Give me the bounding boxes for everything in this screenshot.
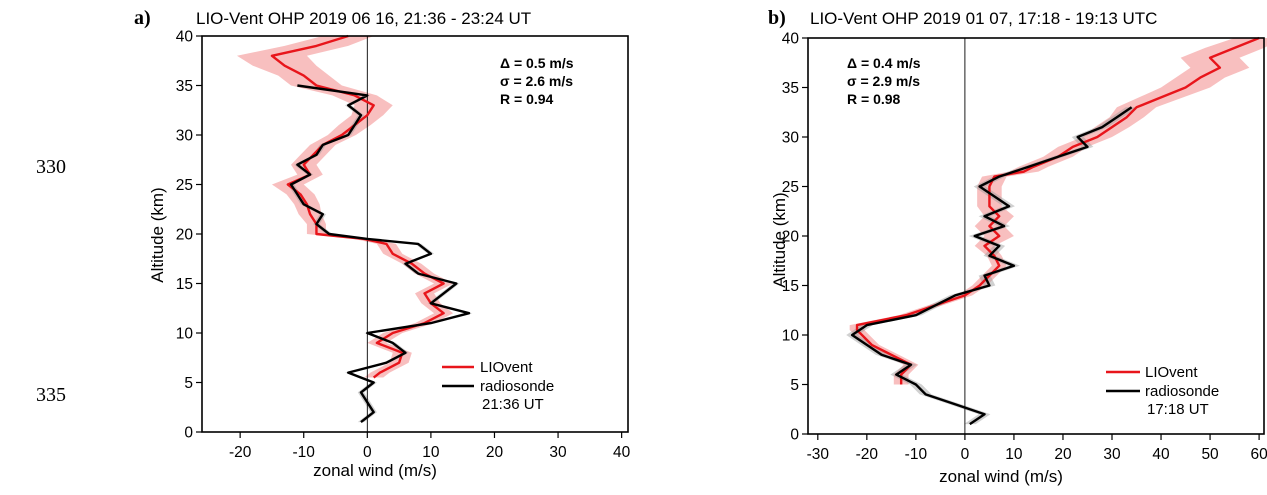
line-number-330: 330 bbox=[36, 156, 66, 178]
panel-a-legend-time: 21:36 UT bbox=[482, 396, 544, 413]
panel-b-title: LIO-Vent OHP 2019 01 07, 17:18 - 19:13 U… bbox=[810, 9, 1157, 28]
panel-a-y-tick-label: 0 bbox=[184, 425, 193, 442]
panel-b-y-tick-label: 20 bbox=[782, 229, 800, 246]
panel-a-legend: LIOvent radiosonde 21:36 UT bbox=[442, 359, 554, 413]
panel-b-legend-time: 17:18 UT bbox=[1147, 401, 1209, 418]
panel-a-y-tick-label: 25 bbox=[176, 177, 193, 194]
panel-b-y-tick-label: 35 bbox=[782, 80, 799, 97]
panel-b-stat-r: R = 0.98 bbox=[847, 91, 901, 107]
panel-b-legend-radiosonde: radiosonde bbox=[1145, 383, 1219, 400]
panel-b-y-tick-label: 10 bbox=[782, 328, 800, 345]
panel-a-legend-liovent: LIOvent bbox=[480, 359, 533, 376]
panel-a-x-tick-label: 40 bbox=[613, 444, 631, 461]
panel-b-x-tick-label: 20 bbox=[1054, 446, 1072, 463]
panel-b-x-tick-label: -10 bbox=[905, 446, 928, 463]
panel-b-x-tick-label: 30 bbox=[1103, 446, 1121, 463]
panel-b-label: b) bbox=[768, 7, 786, 29]
panel-a-x-tick-label: 20 bbox=[486, 444, 504, 461]
panel-b-x-tick-label: 60 bbox=[1250, 446, 1267, 463]
panel-b-y-tick-label: 25 bbox=[782, 179, 799, 196]
panel-a-y-axis-label: Altitude (km) bbox=[148, 187, 167, 282]
panel-b-x-tick-label: -30 bbox=[807, 446, 830, 463]
panel-a-x-tick-label: 30 bbox=[549, 444, 567, 461]
panel-b-y-axis-label: Altitude (km) bbox=[770, 192, 789, 287]
panel-a-x-ticks: -20 -10 0 10 20 30 40 bbox=[229, 432, 631, 461]
panel-b-series-lines bbox=[850, 36, 1260, 426]
panel-b-stat-sigma: σ = 2.9 m/s bbox=[847, 73, 920, 89]
panel-a-y-tick-label: 10 bbox=[176, 326, 194, 343]
panel-b-y-tick-label: 5 bbox=[790, 377, 799, 394]
panel-a: a) LIO-Vent OHP 2019 06 16, 21:36 - 23:2… bbox=[134, 7, 631, 480]
panel-a-x-axis-label: zonal wind (m/s) bbox=[313, 461, 437, 480]
panel-b-x-axis-label: zonal wind (m/s) bbox=[939, 467, 1063, 486]
panel-a-y-tick-label: 35 bbox=[176, 78, 193, 95]
panel-b-y-tick-label: 40 bbox=[782, 31, 800, 48]
panel-b-x-tick-label: 40 bbox=[1152, 446, 1170, 463]
panel-b: b) LIO-Vent OHP 2019 01 07, 17:18 - 19:1… bbox=[768, 7, 1267, 486]
panel-b-x-tick-label: 10 bbox=[1005, 446, 1023, 463]
panel-a-y-ticks: 0 5 10 15 20 25 30 35 40 bbox=[176, 29, 202, 442]
panel-a-radiosonde-line bbox=[289, 84, 471, 424]
panel-a-x-tick-label: -10 bbox=[293, 444, 316, 461]
panel-b-legend-liovent: LIOvent bbox=[1145, 364, 1198, 381]
panel-a-plot-frame bbox=[201, 35, 629, 433]
panel-b-y-tick-label: 15 bbox=[782, 278, 799, 295]
panel-a-stat-delta: Δ = 0.5 m/s bbox=[500, 55, 574, 71]
panel-b-y-tick-label: 0 bbox=[790, 427, 799, 444]
panel-a-x-tick-label: 10 bbox=[422, 444, 440, 461]
panel-a-title: LIO-Vent OHP 2019 06 16, 21:36 - 23:24 U… bbox=[196, 9, 531, 28]
panel-a-y-tick-label: 40 bbox=[176, 29, 194, 46]
panel-b-liovent-band bbox=[849, 38, 1267, 385]
panel-b-x-ticks: -30 -20 -10 0 10 20 30 40 50 60 bbox=[807, 434, 1267, 463]
panel-a-y-tick-label: 30 bbox=[176, 128, 194, 145]
panel-a-stat-sigma: σ = 2.6 m/s bbox=[500, 73, 573, 89]
panel-b-x-tick-label: -20 bbox=[856, 446, 879, 463]
panel-b-legend: LIOvent radiosonde 17:18 UT bbox=[1106, 364, 1219, 418]
panel-a-x-tick-label: 0 bbox=[363, 444, 372, 461]
panel-a-stat-r: R = 0.94 bbox=[500, 91, 554, 107]
panel-b-y-tick-label: 30 bbox=[782, 130, 800, 147]
panel-a-legend-radiosonde: radiosonde bbox=[480, 378, 554, 395]
panel-a-y-tick-label: 15 bbox=[176, 276, 193, 293]
panel-a-x-tick-label: -20 bbox=[229, 444, 252, 461]
panel-a-y-tick-label: 20 bbox=[176, 227, 194, 244]
panel-b-radiosonde-line bbox=[850, 106, 1133, 426]
panel-a-y-tick-label: 5 bbox=[184, 375, 193, 392]
panel-a-series-lines bbox=[270, 34, 471, 424]
panel-b-stat-delta: Δ = 0.4 m/s bbox=[847, 55, 921, 71]
panel-a-label: a) bbox=[134, 7, 151, 29]
panel-b-x-tick-label: 50 bbox=[1201, 446, 1219, 463]
panel-b-y-ticks: 0 5 10 15 20 25 30 35 40 bbox=[782, 31, 808, 444]
line-number-335: 335 bbox=[36, 384, 66, 406]
panel-a-liovent-band bbox=[236, 36, 454, 378]
panel-b-x-tick-label: 0 bbox=[961, 446, 970, 463]
